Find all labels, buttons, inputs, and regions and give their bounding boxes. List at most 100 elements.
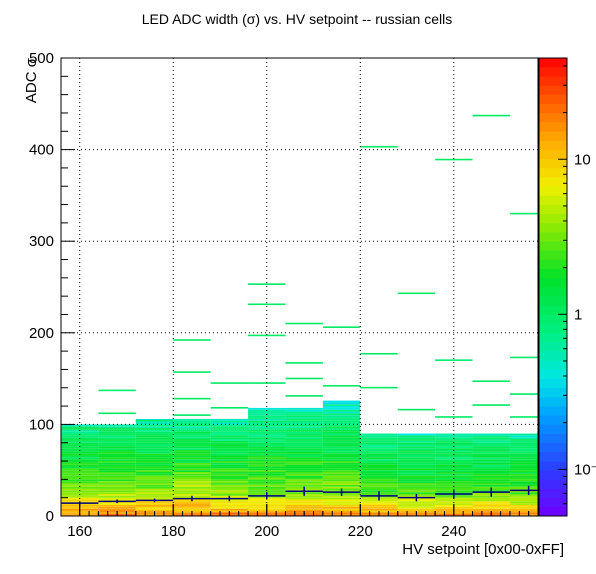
heatmap-cell [509, 439, 538, 441]
heatmap-cell [135, 450, 174, 452]
heatmap-cell [472, 380, 510, 383]
heatmap-cell [322, 428, 361, 430]
heatmap-cell [397, 488, 436, 491]
heatmap-cell [397, 490, 436, 493]
heatmap-cell [435, 416, 473, 418]
heatmap-cell [173, 484, 211, 487]
heatmap-cell [397, 483, 436, 485]
heatmap-cell [397, 444, 436, 447]
heatmap-cell [210, 479, 249, 482]
heatmap-cell [210, 433, 249, 436]
color-scale-step [539, 85, 567, 95]
heatmap-cell [360, 462, 398, 465]
heatmap-cell [509, 508, 538, 511]
heatmap-cell [135, 442, 174, 445]
heatmap-cell [285, 407, 323, 410]
heatmap-cell [509, 464, 538, 467]
heatmap-cell [210, 450, 249, 452]
heatmap-cell [210, 446, 249, 449]
heatmap-cell [135, 492, 174, 495]
heatmap-cell [322, 400, 361, 403]
z-tick-label: 10⁻¹ [574, 461, 596, 478]
heatmap-cell [472, 503, 510, 506]
color-scale-step [539, 406, 567, 416]
heatmap-cell [173, 477, 211, 480]
heatmap-cell [98, 428, 136, 430]
heatmap-cell [248, 439, 286, 441]
heatmap-cell [322, 444, 361, 447]
heatmap-cell [98, 506, 136, 509]
heatmap-cell [397, 481, 436, 484]
heatmap-cell [61, 495, 99, 498]
heatmap-cell [285, 395, 323, 397]
heatmap-cell [135, 464, 174, 467]
heatmap-cell [472, 459, 510, 462]
color-scale-step [539, 222, 567, 233]
heatmap-cell [285, 472, 323, 474]
y-tick-label: 100 [29, 416, 54, 433]
heatmap-cell [360, 386, 398, 389]
z-tick-label: 10 [574, 151, 591, 168]
heatmap-cell [509, 453, 538, 456]
heatmap-cell [135, 473, 174, 476]
heatmap-cell [285, 475, 323, 478]
heatmap-cell [98, 483, 136, 485]
heatmap-cell [210, 437, 249, 440]
heatmap-cell [98, 389, 136, 392]
heatmap-cell [285, 464, 323, 467]
heatmap-cell [397, 451, 436, 454]
heatmap-cell [210, 475, 249, 478]
heatmap-cell [210, 462, 249, 465]
heatmap-cell [135, 439, 174, 441]
heatmap-cell [135, 426, 174, 429]
heatmap-cell [285, 484, 323, 487]
color-scale-step [539, 94, 567, 105]
y-axis-title: ADC σ [23, 57, 40, 103]
heatmap-cell [509, 470, 538, 473]
heatmap-cell [210, 435, 249, 438]
heatmap-cell [509, 459, 538, 462]
heatmap-cell [98, 439, 136, 441]
heatmap-cell [285, 431, 323, 434]
heatmap-cell [435, 448, 473, 451]
heatmap-cell [61, 426, 99, 429]
heatmap-cell [397, 457, 436, 460]
heatmap-cell [322, 481, 361, 484]
color-scale-step [539, 241, 567, 251]
heatmap-cell [360, 473, 398, 476]
heatmap-cell [173, 470, 211, 473]
heatmap-cell [397, 442, 436, 445]
heatmap-cell [509, 486, 538, 489]
heatmap-cell [135, 437, 174, 440]
heatmap-cell [472, 501, 510, 504]
heatmap-cell [285, 483, 323, 485]
heatmap-cell [360, 488, 398, 491]
heatmap-cell [472, 453, 510, 456]
heatmap-cell [285, 413, 323, 416]
heatmap-cell [322, 422, 361, 425]
heatmap-cell [210, 457, 249, 460]
heatmap-cell [360, 505, 398, 507]
heatmap-cell [322, 462, 361, 465]
heatmap-cell [173, 444, 211, 447]
heatmap-cell [285, 439, 323, 441]
heatmap-cell [360, 481, 398, 484]
heatmap-cell [173, 473, 211, 476]
heatmap-cell [472, 468, 510, 471]
heatmap-cell [248, 283, 286, 285]
y-tick-label: 200 [29, 325, 54, 342]
heatmap-cell [61, 468, 99, 471]
heatmap-cell [509, 416, 538, 418]
heatmap-cell [509, 481, 538, 484]
heatmap-cell [322, 484, 361, 487]
heatmap-cell [285, 409, 323, 412]
heatmap-cell [472, 446, 510, 449]
color-scale-bar [539, 58, 567, 517]
profile-point [173, 495, 211, 502]
heatmap-cell [322, 455, 361, 458]
heatmap-cell [98, 484, 136, 487]
heatmap-cell [397, 439, 436, 441]
heatmap-cell [322, 424, 361, 427]
color-scale-step [539, 296, 567, 306]
color-scale-frame [538, 57, 568, 517]
